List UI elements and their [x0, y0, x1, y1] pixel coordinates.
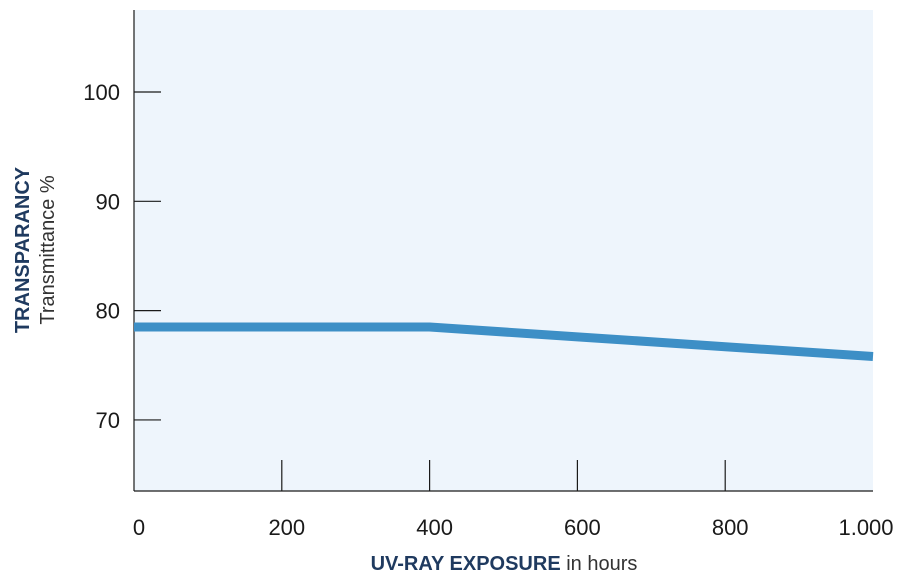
y-axis-title-unit: Transmittance %	[37, 175, 59, 325]
series-layer	[134, 322, 874, 362]
x-axis-title-unit: in hours	[561, 553, 638, 575]
x-tick-label: 1.000	[838, 515, 893, 540]
series-line	[134, 322, 874, 362]
x-axis-ticks	[281, 460, 726, 491]
plot-background	[134, 10, 873, 491]
x-axis-title-bold: UV-RAY EXPOSURE	[371, 553, 561, 575]
y-axis-title-bold: TRANSPARANCY	[12, 166, 34, 333]
x-axis-title: UV-RAY EXPOSURE in hours	[371, 553, 638, 575]
x-tick-label: 600	[564, 515, 601, 540]
y-axis-title: TRANSPARANCY Transmittance %	[12, 166, 59, 333]
x-tick-label: 0	[133, 515, 145, 540]
y-tick-label: 90	[96, 189, 120, 214]
y-axis-tick-labels: 70 80 90 100	[83, 80, 120, 433]
y-axis-ticks	[134, 91, 161, 421]
x-tick-label: 400	[416, 515, 453, 540]
y-tick-label: 100	[83, 80, 120, 105]
x-axis-tick-labels: 0 200 400 600 800 1.000	[133, 515, 894, 540]
y-tick-label: 80	[96, 299, 120, 324]
y-tick-label: 70	[96, 408, 120, 433]
x-tick-label: 200	[268, 515, 305, 540]
x-tick-label: 800	[712, 515, 749, 540]
